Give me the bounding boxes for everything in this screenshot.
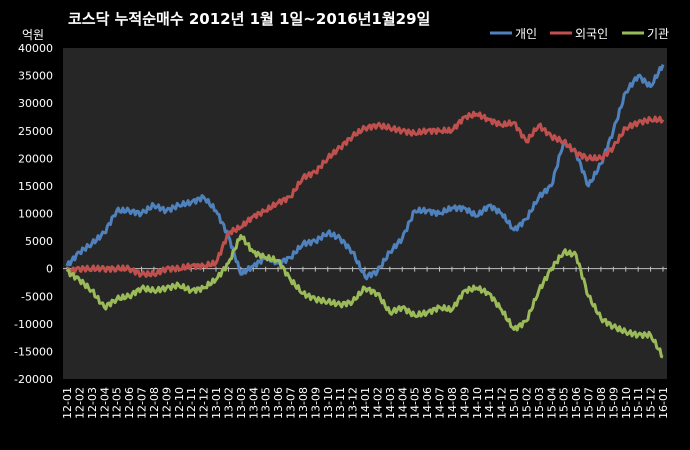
x-tick-label: 13-11 — [334, 387, 347, 419]
x-tick-label: 12-04 — [98, 387, 111, 419]
x-tick-label: 15-11 — [632, 387, 645, 419]
x-tick-label: 15-05 — [558, 387, 571, 419]
x-tick-label: 14-11 — [483, 387, 496, 419]
x-tick-label: 14-03 — [384, 387, 397, 419]
x-tick-label: 12-09 — [160, 387, 173, 419]
y-tick-label: 30000 — [18, 97, 53, 110]
x-tick-label: 15-02 — [520, 387, 533, 419]
x-tick-label: 14-07 — [434, 387, 447, 419]
x-tick-label: 12-12 — [198, 387, 211, 419]
x-tick-label: 12-11 — [185, 387, 198, 419]
x-tick-label: 13-04 — [247, 387, 260, 419]
x-tick-label: 13-10 — [322, 387, 335, 419]
y-tick-label: 15000 — [18, 180, 53, 193]
x-tick-label: 13-03 — [235, 387, 248, 419]
x-tick-label: 15-12 — [645, 387, 658, 419]
x-tick-label: 12-06 — [123, 387, 136, 419]
series-lines — [65, 64, 665, 359]
x-tick-label: 12-01 — [61, 387, 74, 419]
x-tick-label: 14-09 — [458, 387, 471, 419]
x-tick-label: 14-08 — [446, 387, 459, 419]
x-tick-label: 15-06 — [570, 387, 583, 419]
y-tick-label: 40000 — [18, 42, 53, 55]
y-tick-label: 0 — [46, 263, 53, 276]
x-tick-label: 13-02 — [222, 387, 235, 419]
y-tick-label: -15000 — [14, 345, 53, 358]
y-tick-label: -20000 — [14, 373, 53, 386]
legend-label: 외국인 — [575, 27, 608, 41]
x-tick-label: 13-01 — [210, 387, 223, 419]
y-tick-label: 35000 — [18, 70, 53, 83]
x-tick-label: 14-10 — [471, 387, 484, 419]
y-tick-label: 20000 — [18, 152, 53, 165]
plot-area — [63, 48, 667, 379]
y-tick-label: 25000 — [18, 125, 53, 138]
x-axis-ticks: 12-01 12-02 12-03 12-04 12-05 12-06 12-07 12-08… — [61, 387, 670, 419]
x-tick-label: 13-09 — [309, 387, 322, 419]
x-tick-label: 13-12 — [347, 387, 360, 419]
x-tick-label: 12-10 — [173, 387, 186, 419]
y-axis-ticks: 40000 35000 30000 25000 20000 15000 10000 5000 0… — [14, 42, 53, 386]
x-tick-label: 15-07 — [583, 387, 596, 419]
x-tick-label: 12-08 — [148, 387, 161, 419]
x-tick-label: 12-05 — [111, 387, 124, 419]
x-tick-label: 15-10 — [620, 387, 633, 419]
series-line — [65, 110, 665, 278]
x-tick-label: 15-04 — [545, 387, 558, 419]
x-tick-label: 15-09 — [607, 387, 620, 419]
x-tick-label: 12-07 — [136, 387, 149, 419]
x-tick-label: 15-01 — [508, 387, 521, 419]
y-axis-unit-label: 억원 — [22, 28, 45, 42]
series-line — [66, 234, 664, 359]
x-tick-label: 14-01 — [359, 387, 372, 419]
x-tick-label: 14-06 — [421, 387, 434, 419]
y-tick-label: 5000 — [25, 235, 53, 248]
chart-title: 코스닥 누적순매수 2012년 1월 1일~2016년1월29일 — [68, 10, 431, 28]
x-tick-label: 15-03 — [533, 387, 546, 419]
x-tick-label: 14-12 — [496, 387, 509, 419]
x-tick-label: 14-05 — [409, 387, 422, 419]
x-tick-label: 13-08 — [297, 387, 310, 419]
x-tick-label: 16-01 — [657, 387, 670, 419]
legend: 개인 외국인 기관 — [490, 27, 669, 41]
x-tick-label: 12-03 — [86, 387, 99, 419]
x-tick-label: 13-06 — [272, 387, 285, 419]
x-tick-label: 12-02 — [73, 387, 86, 419]
y-tick-label: -10000 — [14, 318, 53, 331]
x-tick-label: 15-08 — [595, 387, 608, 419]
y-tick-label: -5000 — [21, 290, 53, 303]
x-tick-label: 13-07 — [285, 387, 298, 419]
y-tick-label: 10000 — [18, 208, 53, 221]
x-tick-label: 14-04 — [396, 387, 409, 419]
x-tick-label: 13-05 — [260, 387, 273, 419]
legend-label: 기관 — [647, 27, 669, 41]
x-tick-label: 14-02 — [371, 387, 384, 419]
legend-label: 개인 — [515, 27, 537, 41]
